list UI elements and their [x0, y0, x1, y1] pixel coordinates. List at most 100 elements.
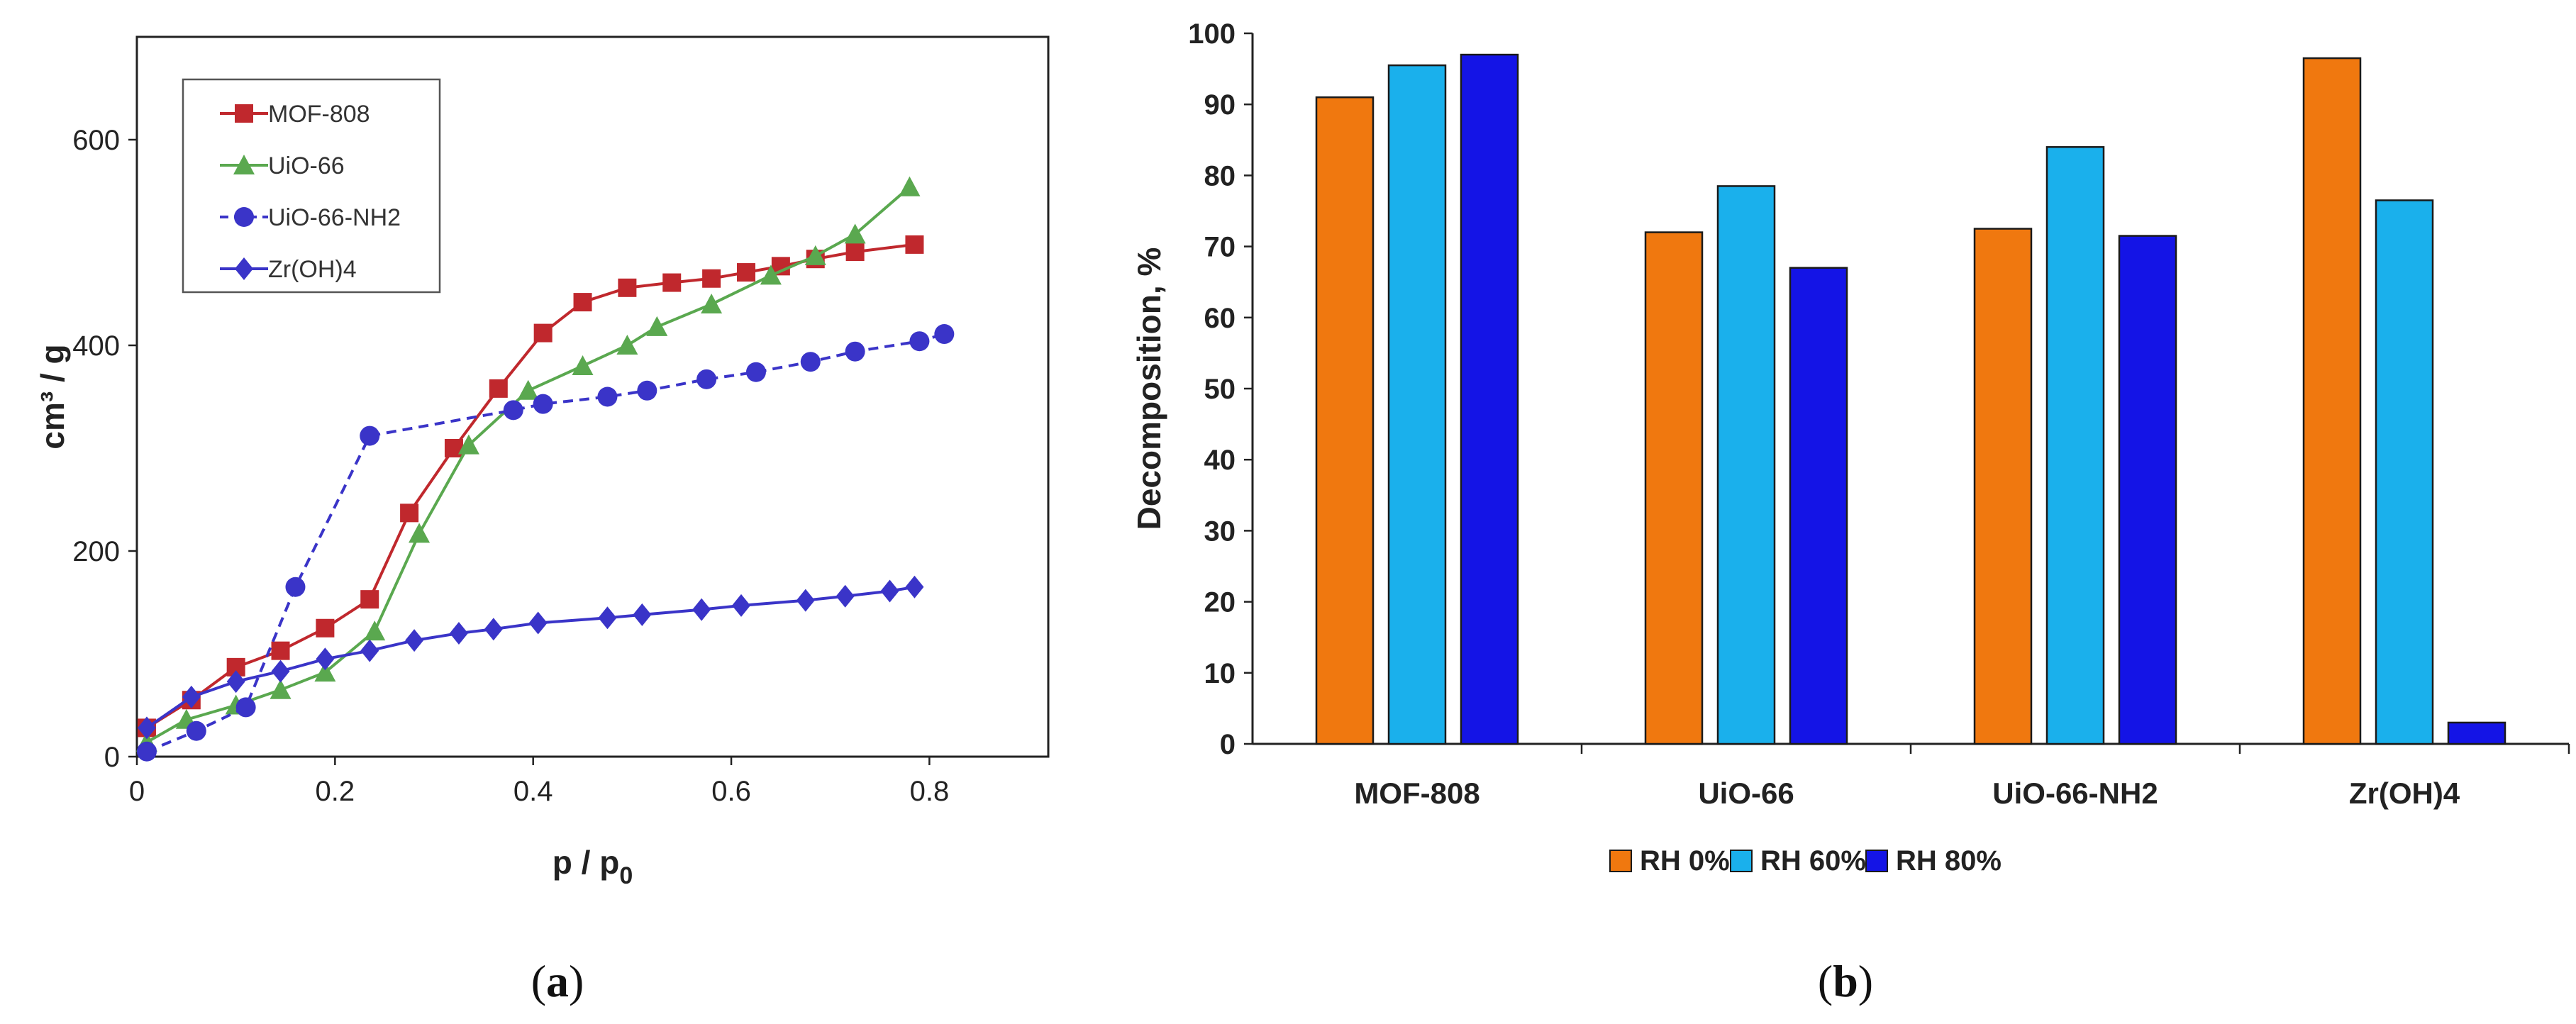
legend-label: Zr(OH)4: [268, 256, 357, 283]
data-point: [573, 293, 592, 312]
series-line: [145, 243, 915, 730]
legend-item: UiO-66: [220, 152, 345, 179]
category-label: MOF-808: [1354, 777, 1479, 810]
data-point: [444, 439, 463, 457]
data-point: [182, 685, 201, 708]
y-tick-label: 70: [1204, 232, 1236, 263]
legend-swatch: [1730, 850, 1753, 872]
data-point: [646, 316, 668, 336]
data-point: [517, 379, 539, 400]
legend-marker: [234, 207, 254, 227]
bar: [1973, 228, 2033, 745]
y-axis-title: cm³ / g: [34, 344, 71, 449]
data-point: [186, 720, 206, 741]
data-point: [271, 641, 290, 660]
data-point: [702, 269, 721, 288]
data-point: [136, 741, 157, 762]
data-point: [618, 278, 637, 297]
data-point: [633, 603, 652, 626]
data-point: [598, 606, 617, 630]
bar: [1387, 64, 1447, 745]
data-point: [844, 223, 866, 244]
data-point: [360, 639, 379, 662]
series-line: [146, 333, 945, 753]
data-point: [528, 611, 548, 635]
y-tick-label: 0: [104, 742, 120, 773]
data-point: [880, 579, 899, 603]
data-point: [845, 243, 865, 262]
y-tick-label: 30: [1204, 516, 1236, 547]
data-point: [533, 323, 553, 343]
legend-label: RH 80%: [1896, 845, 2002, 876]
bar: [1644, 231, 1704, 745]
legend: MOF-808 UiO-66 UiO-66-NH2 Zr(OH)4: [182, 78, 441, 294]
bar: [2447, 721, 2506, 745]
legend-label: UiO-66: [268, 152, 345, 179]
data-point: [449, 622, 468, 645]
bar: [2045, 146, 2105, 745]
bar: [1315, 96, 1375, 745]
y-tick-label: 60: [1204, 303, 1236, 334]
legend-label: RH 60%: [1760, 845, 1866, 876]
y-tick-label: 40: [1204, 445, 1236, 476]
data-point: [409, 523, 431, 543]
data-point: [732, 594, 751, 617]
legend: RH 0% RH 60% RH 80%: [1609, 845, 2002, 876]
y-tick-label: 600: [72, 125, 120, 156]
bar: [2302, 57, 2362, 745]
data-point: [316, 618, 335, 638]
legend-marker: [235, 104, 253, 123]
y-tick-label: 80: [1204, 160, 1236, 191]
x-axis-title: p / p0: [553, 844, 633, 889]
legend-item: RH 60%: [1730, 845, 1866, 876]
y-tick-label: 10: [1204, 658, 1236, 689]
data-point: [137, 716, 156, 740]
y-axis-title: Decomposition, %: [1131, 247, 1167, 530]
chart-a-isotherm: 0 0.2 0.4 0.6 0.8 0 200 400 600 p / p0 cm³ / g MOF-…: [34, 35, 1050, 1006]
data-point: [899, 176, 921, 196]
legend-label: MOF-808: [268, 101, 370, 128]
data-point: [270, 679, 292, 699]
series-UiO-66: [135, 176, 921, 752]
data-point: [235, 697, 256, 718]
bar: [1460, 53, 1519, 745]
panel-label-b: (b): [1818, 956, 1873, 1006]
data-point: [905, 235, 924, 254]
category-label: UiO-66-NH2: [1992, 777, 2158, 810]
data-point: [360, 425, 380, 446]
data-point: [701, 294, 723, 313]
data-point: [800, 352, 821, 372]
bar: [1716, 185, 1776, 745]
x-tick-label: 0.6: [711, 776, 751, 807]
legend-item: RH 0%: [1609, 845, 1730, 876]
legend-marker: [233, 155, 255, 174]
data-point: [489, 379, 508, 398]
series-MOF-808: [137, 235, 924, 738]
x-tick-label: 0.8: [910, 776, 950, 807]
category-label: UiO-66: [1698, 777, 1794, 810]
data-point: [909, 331, 930, 352]
legend-swatch: [1609, 850, 1632, 872]
series-UiO-66-NH2: [136, 324, 955, 762]
data-point: [503, 400, 523, 421]
legend-marker: [235, 257, 253, 280]
data-point: [360, 590, 379, 609]
y-tick-label: 50: [1204, 374, 1236, 405]
data-point: [616, 335, 638, 355]
legend-label: RH 0%: [1640, 845, 1730, 876]
data-point: [400, 503, 419, 523]
bar: [2118, 235, 2177, 745]
data-point: [285, 577, 306, 597]
data-point: [364, 620, 386, 641]
data-point: [934, 324, 955, 345]
data-point: [745, 362, 766, 382]
data-point: [796, 589, 815, 612]
plot-area-frame: [135, 35, 1050, 758]
x-tick-label: 0.2: [316, 776, 355, 807]
data-point: [271, 660, 290, 683]
legend-item: Zr(OH)4: [220, 256, 357, 283]
data-point: [533, 394, 553, 414]
data-point: [405, 629, 424, 652]
y-tick-label: 20: [1204, 587, 1236, 618]
data-point: [316, 647, 335, 671]
